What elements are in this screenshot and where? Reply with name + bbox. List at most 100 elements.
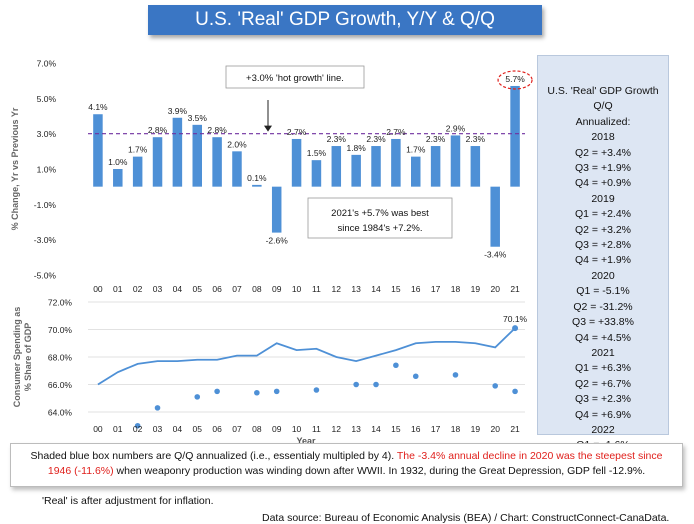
charts-area: 7.0% 5.0% 3.0% 1.0% -1.0% -3.0% -5.0% % Change,… bbox=[10, 59, 533, 445]
panel-quarter-value: Q1 = -5.1% bbox=[576, 285, 630, 298]
line-y-tick-label: 64.0% bbox=[48, 408, 73, 418]
line-x-tick-label: 18 bbox=[451, 424, 461, 434]
consumer-spending-marker-03 bbox=[154, 405, 161, 411]
chart-title: U.S. 'Real' GDP Growth, Y/Y & Q/Q bbox=[148, 5, 542, 35]
bar-data-label: 2.7% bbox=[287, 127, 307, 137]
bar-y-tick-label: -1.0% bbox=[34, 200, 57, 210]
bar-data-label: -2.6% bbox=[266, 236, 289, 246]
bar-data-label: 5.7% bbox=[505, 74, 525, 84]
panel-quarter-value: Q3 = +33.8% bbox=[572, 316, 634, 329]
bar-data-label: 3.9% bbox=[168, 106, 188, 116]
bar-x-tick-label: 08 bbox=[252, 284, 262, 294]
line-x-tick-label: 09 bbox=[272, 424, 282, 434]
bar-00 bbox=[93, 114, 103, 187]
bar-10 bbox=[291, 138, 302, 187]
line-x-tick-label: 17 bbox=[431, 424, 441, 434]
note-part-3: when weaponry production was winding dow… bbox=[113, 465, 646, 477]
panel-year-2020: 2020 bbox=[591, 269, 615, 282]
data-source: Data source: Bureau of Economic Analysis… bbox=[262, 512, 670, 524]
panel-quarter-value: Q1 = +2.4% bbox=[574, 208, 632, 221]
consumer-spending-end-marker bbox=[512, 325, 519, 332]
bar-04 bbox=[172, 117, 183, 187]
line-x-tick-label: 21 bbox=[510, 424, 520, 434]
bar-y-axis-label: % Change, Yr vs Previous Yr bbox=[10, 107, 20, 230]
line-x-tick-label: 01 bbox=[113, 424, 123, 434]
line-x-tick-label: 20 bbox=[490, 424, 500, 434]
bar-11 bbox=[311, 160, 322, 187]
line-x-tick-label: 06 bbox=[212, 424, 222, 434]
consumer-spending-marker-06 bbox=[214, 388, 220, 395]
bar-data-label: 2.8% bbox=[207, 125, 227, 135]
bar-12 bbox=[331, 146, 342, 187]
bar-14 bbox=[371, 146, 381, 187]
bar-x-tick-label: 17 bbox=[431, 284, 441, 294]
panel-quarter-value: Q3 = +2.8% bbox=[574, 239, 632, 252]
panel-quarter-value: Q2 = +3.2% bbox=[574, 223, 632, 236]
bar-data-label: 1.8% bbox=[346, 143, 366, 153]
consumer-spending-marker-15 bbox=[393, 362, 399, 369]
line-x-tick-label: 16 bbox=[411, 424, 421, 434]
line-x-tick-label: 08 bbox=[252, 424, 262, 434]
hot-growth-callout-text: +3.0% 'hot growth' line. bbox=[246, 73, 344, 84]
bar-01 bbox=[113, 169, 123, 187]
bar-data-label: 1.0% bbox=[108, 157, 128, 167]
bar-21 bbox=[510, 85, 520, 187]
bar-15 bbox=[391, 138, 401, 187]
bar-02 bbox=[132, 156, 143, 187]
bar-x-tick-label: 04 bbox=[173, 284, 183, 294]
bar-x-tick-label: 15 bbox=[391, 284, 401, 294]
bar-x-tick-label: 05 bbox=[193, 284, 203, 294]
bar-x-tick-label: 02 bbox=[133, 284, 143, 294]
bar-09 bbox=[271, 186, 282, 233]
bar-08 bbox=[252, 184, 262, 187]
line-y-tick-label: 72.0% bbox=[48, 298, 73, 308]
line-x-tick-label: 13 bbox=[351, 424, 361, 434]
bar-16 bbox=[411, 156, 421, 187]
consumer-spending-marker-11 bbox=[313, 387, 320, 393]
bar-x-tick-label: 10 bbox=[292, 284, 302, 294]
bar-x-tick-label: 20 bbox=[490, 284, 500, 294]
note-part-1: Shaded blue box numbers are Q/Q annualiz… bbox=[30, 450, 397, 462]
bar-20 bbox=[490, 186, 500, 247]
line-y-tick-label: 66.0% bbox=[48, 380, 73, 390]
panel-quarter-value: Q4 = +6.9% bbox=[574, 408, 632, 421]
bar-x-tick-label: 19 bbox=[471, 284, 481, 294]
bar-data-label: -3.4% bbox=[484, 250, 507, 260]
bar-data-label: 2.3% bbox=[327, 134, 347, 144]
line-x-tick-label: 05 bbox=[193, 424, 203, 434]
bar-x-tick-label: 09 bbox=[272, 284, 282, 294]
line-x-tick-label: 11 bbox=[312, 424, 321, 434]
line-x-tick-label: 14 bbox=[371, 424, 381, 434]
hot-growth-callout-box bbox=[225, 65, 365, 89]
panel-year-2018: 2018 bbox=[591, 131, 615, 144]
note-highlight: The -3.4% annual decline in 2020 was the… bbox=[47, 450, 663, 477]
best-growth-callout-box bbox=[307, 197, 453, 239]
line-y-axis-label-1: Consumer Spending as bbox=[12, 307, 22, 408]
line-x-tick-label: 03 bbox=[153, 424, 163, 434]
line-x-tick-label: 00 bbox=[93, 424, 103, 434]
best-growth-callout-line-2: since 1984's +7.2%. bbox=[338, 223, 423, 234]
consumer-spending-marker-14 bbox=[373, 381, 379, 388]
panel-heading: U.S. 'Real' GDP Growth Q/Q bbox=[547, 85, 659, 113]
line-x-axis-label: Year bbox=[296, 436, 316, 445]
bar-data-label: 1.7% bbox=[406, 145, 426, 155]
bar-data-label: 2.7% bbox=[386, 127, 406, 137]
line-x-tick-label: 07 bbox=[232, 424, 242, 434]
explanatory-note: Shaded blue box numbers are Q/Q annualiz… bbox=[10, 443, 683, 487]
bar-data-label: 1.5% bbox=[307, 148, 327, 158]
consumer-spending-line bbox=[97, 327, 516, 386]
line-x-tick-label: 12 bbox=[332, 424, 342, 434]
bar-y-tick-label: -5.0% bbox=[34, 271, 57, 281]
consumer-spending-end-label: 70.1% bbox=[503, 314, 528, 324]
panel-quarter-value: Q2 = +3.4% bbox=[574, 146, 632, 159]
bar-data-label: 2.3% bbox=[466, 134, 486, 144]
panel-year-2021: 2021 bbox=[591, 346, 615, 359]
line-x-tick-label: 10 bbox=[292, 424, 302, 434]
consumer-spending-marker-13 bbox=[353, 381, 359, 388]
bar-y-tick-label: 1.0% bbox=[37, 165, 57, 175]
consumer-spending-marker-20 bbox=[492, 383, 499, 389]
line-y-axis-label-2: % Share of GDP bbox=[23, 323, 33, 392]
bar-y-tick-label: 3.0% bbox=[37, 129, 57, 139]
panel-quarter-value: Q3 = +2.3% bbox=[574, 393, 632, 406]
highlight-ellipse bbox=[497, 70, 533, 90]
